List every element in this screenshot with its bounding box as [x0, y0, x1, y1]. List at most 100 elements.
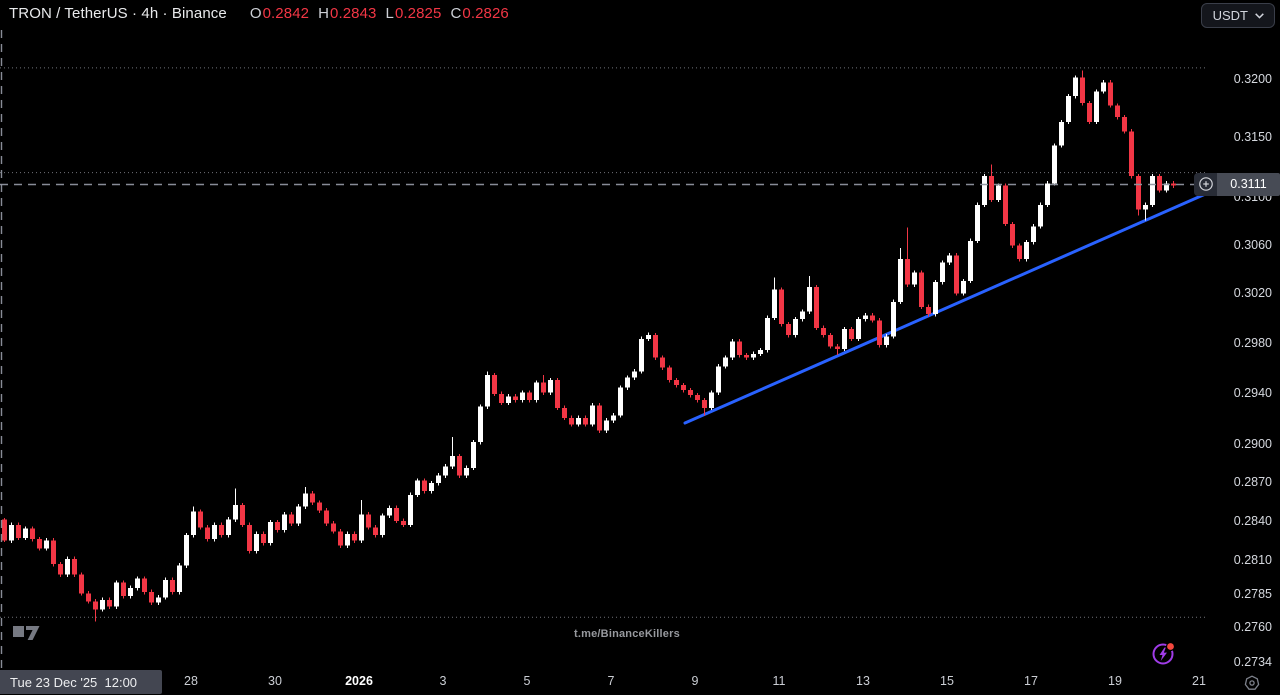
candle-up: [156, 594, 161, 605]
price-axis[interactable]: 0.3200 0.3150 0.3100 0.3060 0.3020 0.2980 0.29…: [1200, 0, 1280, 669]
candle-up: [765, 315, 770, 353]
crosshair-price-label[interactable]: 0.3111: [1194, 172, 1280, 196]
tradingview-logo[interactable]: [10, 619, 48, 647]
candle-down: [1157, 174, 1162, 193]
candle-down: [492, 372, 497, 397]
candle-up: [618, 385, 623, 418]
candle-up: [128, 585, 133, 599]
candle-up: [534, 380, 539, 403]
price-axis-label: 0.2900: [1233, 436, 1272, 451]
flash-ideas-icon[interactable]: [1148, 638, 1178, 668]
candle-up: [1101, 80, 1106, 94]
price-axis-label: 0.2840: [1233, 514, 1272, 529]
crosshair-time-label: Tue 23 Dec '25 12:00: [0, 670, 162, 694]
candle-down: [79, 572, 84, 596]
time-axis-label: 5: [523, 674, 531, 688]
candle-up: [590, 403, 595, 427]
candle-up: [387, 505, 392, 518]
candle-down: [1017, 243, 1022, 262]
currency-selector-button[interactable]: USDT: [1200, 3, 1275, 28]
candle-down: [513, 394, 518, 403]
candle-up: [891, 299, 896, 339]
scale-settings-icon[interactable]: [1244, 675, 1260, 691]
candle-up: [723, 355, 728, 369]
candle-up: [254, 531, 259, 554]
candle-up: [226, 517, 231, 538]
candle-down: [870, 313, 875, 323]
price-axis-label: 0.3150: [1233, 130, 1272, 145]
candle-up: [807, 276, 812, 314]
price-axis-label: 0.2760: [1233, 620, 1272, 634]
candle-down: [373, 525, 378, 538]
candle-up: [163, 577, 168, 600]
candle-up: [716, 364, 721, 395]
candle-up: [1143, 202, 1148, 221]
candle-up: [1164, 181, 1169, 193]
candle-up: [471, 439, 476, 471]
candle-up: [359, 500, 364, 543]
candle-up: [842, 326, 847, 352]
candle-down: [653, 332, 658, 360]
candle-down: [667, 365, 672, 383]
candle-up: [415, 478, 420, 498]
time-axis-label: 3: [439, 674, 447, 688]
candle-up: [940, 260, 945, 285]
candle-down: [1171, 181, 1176, 188]
ohlc-close-value: 0.2826: [462, 5, 509, 22]
candle-down: [1136, 174, 1141, 216]
candle-up: [898, 248, 903, 305]
trendline-drawing[interactable]: [683, 191, 1210, 425]
candle-down: [331, 521, 336, 534]
candle-up: [184, 532, 189, 568]
candle-up: [345, 531, 350, 549]
candle-up: [639, 336, 644, 374]
candle-down: [1129, 129, 1134, 179]
candle-down: [107, 597, 112, 609]
price-axis-label: 0.2785: [1233, 586, 1272, 601]
candle-down: [555, 377, 560, 411]
candle-up: [912, 270, 917, 287]
candle-up: [443, 464, 448, 478]
candle-down: [688, 387, 693, 398]
candle-down: [499, 391, 504, 406]
candle-up: [9, 522, 14, 543]
candle-down: [954, 253, 959, 296]
add-alert-button[interactable]: [1194, 172, 1217, 196]
candle-up: [233, 488, 238, 522]
candle-down: [240, 502, 245, 528]
time-axis-label: 17: [1024, 674, 1038, 688]
symbol-title[interactable]: TRON / TetherUS · 4h · Binance: [9, 5, 227, 22]
candle-up: [282, 511, 287, 533]
candle-down: [660, 355, 665, 370]
candle-down: [142, 576, 147, 595]
ohlc-low-value: 0.2825: [394, 5, 442, 22]
price-axis-label: 0.2940: [1233, 385, 1272, 400]
candle-down: [849, 326, 854, 342]
candle-up: [408, 492, 413, 528]
candle-down: [394, 505, 399, 524]
candle-down: [674, 377, 679, 388]
candle-up: [982, 174, 987, 207]
candle-up: [1066, 94, 1071, 125]
candle-down: [324, 508, 329, 526]
candle-up: [450, 437, 455, 469]
time-axis[interactable]: 28 30 2026 3 5 7 9 11 13 15 17 19 21: [0, 668, 1280, 695]
candle-up: [968, 238, 973, 284]
candle-up: [65, 556, 70, 578]
candle-up: [44, 538, 49, 551]
candle-up: [380, 513, 385, 538]
candle-down: [1087, 101, 1092, 125]
candle-down: [86, 590, 91, 604]
time-axis-label: 2026: [345, 674, 373, 688]
candle-down: [205, 525, 210, 542]
candle-down: [401, 518, 406, 528]
candle-down: [877, 318, 882, 348]
candle-down: [835, 344, 840, 356]
candle-up: [464, 465, 469, 478]
candle-down: [1122, 115, 1127, 134]
candle-up: [793, 316, 798, 338]
candle-down: [58, 561, 63, 578]
ohlc-low-label: L: [385, 5, 394, 22]
